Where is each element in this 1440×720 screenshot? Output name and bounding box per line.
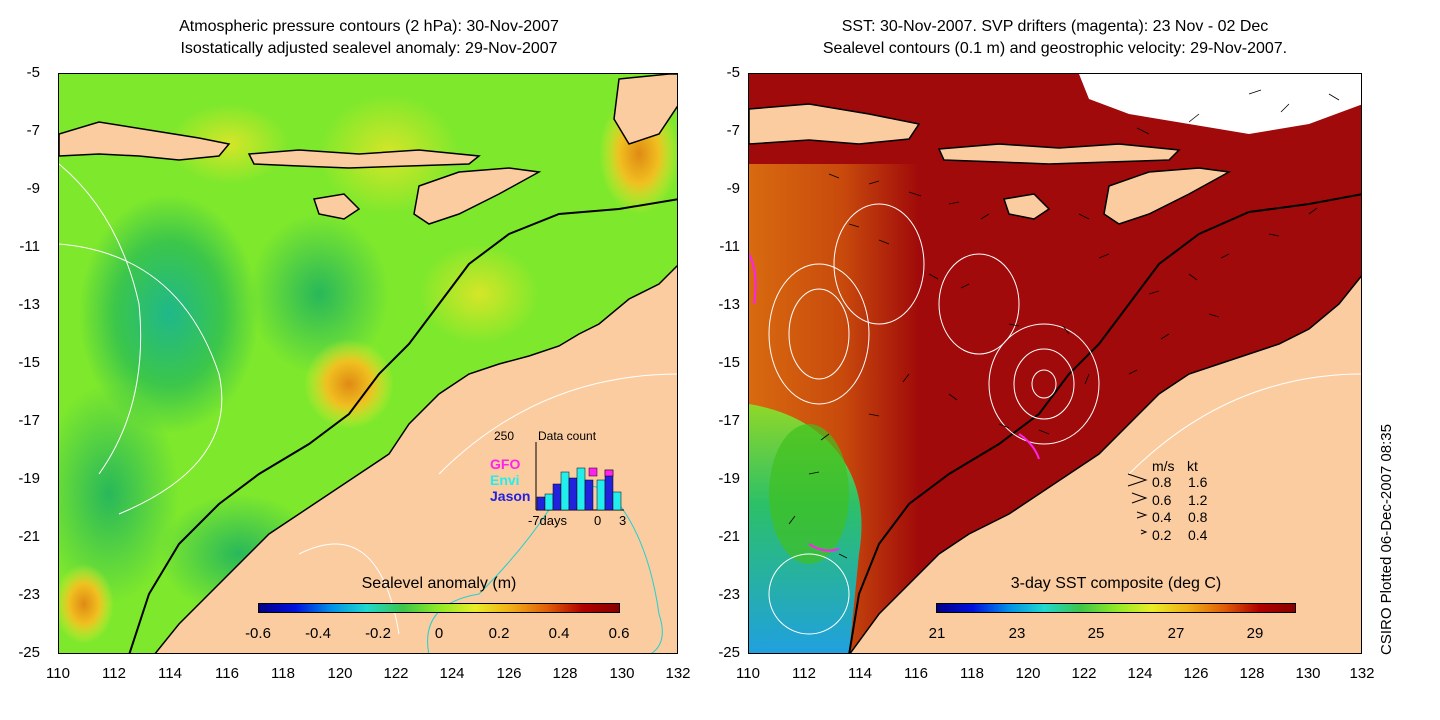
right-lon-tick: 124: [1127, 665, 1153, 682]
right-lon-tick: 112: [792, 665, 816, 682]
left-lat-tick: -11: [19, 238, 40, 255]
data-count-histogram: [535, 442, 624, 511]
data-count-title: Data count: [538, 429, 597, 443]
velocity-row-ms: 0.8: [1152, 474, 1172, 490]
right-lon-tick: 126: [1183, 665, 1209, 682]
left-cb-tick: 0.4: [548, 625, 570, 642]
left-lon-tick: 120: [327, 665, 353, 682]
left-lon-tick: 116: [215, 665, 239, 682]
left-lon-tick: 128: [552, 665, 578, 682]
left-lat-tick: -17: [18, 412, 40, 429]
right-lat-tick: -5: [726, 64, 740, 81]
plot-credit: CSIRO Plotted 06-Dec-2007 08:35: [1378, 424, 1395, 655]
left-colorbar-title: Sealevel anomaly (m): [361, 575, 517, 592]
left-lon-tick: 130: [609, 665, 635, 682]
data-count-max-label: 250: [494, 429, 515, 443]
right-lat-tick: -21: [718, 528, 740, 545]
velocity-row-ms: 0.2: [1152, 527, 1172, 543]
left-cb-tick: 0.2: [488, 625, 510, 642]
left-map[interactable]: [58, 73, 678, 654]
right-lon-tick: 132: [1349, 665, 1375, 682]
right-lat-tick: -25: [718, 644, 740, 661]
legend-gfo: GFO: [490, 456, 521, 472]
left-lon-tick: 112: [102, 665, 126, 682]
right-lon-tick: 122: [1071, 665, 1097, 682]
right-cb-tick: 29: [1246, 625, 1264, 642]
left-title-line1: Atmospheric pressure contours (2 hPa): 3…: [179, 18, 559, 35]
left-lat-tick: -23: [18, 586, 40, 603]
velocity-row-ms: 0.6: [1152, 492, 1172, 508]
velocity-row-kt: 0.8: [1188, 509, 1208, 525]
left-lon-tick: 126: [496, 665, 522, 682]
right-lat-tick: -13: [718, 296, 740, 313]
left-cb-tick: 0.6: [608, 625, 630, 642]
data-count-axis-end: 3: [619, 513, 627, 528]
right-cb-tick: 25: [1087, 625, 1105, 642]
left-cb-tick: -0.4: [305, 625, 331, 642]
left-lat-tick: -25: [18, 644, 40, 661]
velocity-legend-header-ms: m/s: [1152, 458, 1175, 474]
left-lat-tick: -7: [26, 122, 40, 139]
velocity-row-kt: 1.6: [1188, 474, 1208, 490]
right-lon-tick: 128: [1239, 665, 1265, 682]
left-title-line2: Isostatically adjusted sealevel anomaly:…: [180, 40, 558, 57]
left-cb-tick: -0.2: [365, 625, 391, 642]
data-count-axis-start: -7days: [528, 513, 568, 528]
right-lat-tick: -15: [718, 354, 740, 371]
right-map[interactable]: [748, 73, 1362, 654]
left-lon-tick: 122: [383, 665, 409, 682]
left-lon-tick: 124: [439, 665, 465, 682]
data-count-axis-zero: 0: [594, 513, 602, 528]
left-lat-tick: -13: [18, 296, 40, 313]
right-lon-tick: 114: [848, 665, 872, 682]
velocity-legend-arrows: [1127, 473, 1148, 535]
left-colorbar: [258, 603, 620, 613]
sst-map: [749, 74, 1361, 653]
legend-envi: Envi: [490, 472, 520, 488]
right-lat-tick: -11: [719, 238, 740, 255]
right-lat-tick: -7: [726, 122, 740, 139]
right-colorbar-title: 3-day SST composite (deg C): [1010, 575, 1222, 592]
left-cb-tick: 0: [434, 625, 444, 642]
right-lat-tick: -23: [718, 586, 740, 603]
left-cb-tick: -0.6: [245, 625, 271, 642]
right-lon-tick: 116: [904, 665, 928, 682]
right-lat-tick: -9: [726, 180, 740, 197]
velocity-legend-header-kt: kt: [1187, 458, 1198, 474]
left-lat-tick: -9: [26, 180, 40, 197]
left-lon-tick: 118: [271, 665, 295, 682]
right-lon-tick: 110: [736, 665, 760, 682]
right-lon-tick: 118: [960, 665, 984, 682]
right-lon-tick: 120: [1015, 665, 1041, 682]
left-lat-tick: -15: [18, 354, 40, 371]
left-lon-tick: 114: [158, 665, 182, 682]
right-lat-tick: -17: [718, 412, 740, 429]
left-lat-tick: -21: [18, 528, 40, 545]
velocity-row-kt: 1.2: [1188, 492, 1208, 508]
left-lon-tick: 132: [665, 665, 691, 682]
right-title-line1: SST: 30-Nov-2007. SVP drifters (magenta)…: [841, 18, 1269, 35]
right-colorbar: [936, 603, 1296, 613]
right-cb-tick: 23: [1008, 625, 1026, 642]
right-title-line2: Sealevel contours (0.1 m) and geostrophi…: [822, 40, 1288, 57]
left-lat-tick: -19: [18, 470, 40, 487]
right-lat-tick: -19: [718, 470, 740, 487]
legend-jason: Jason: [490, 488, 531, 504]
velocity-row-ms: 0.4: [1152, 509, 1172, 525]
sealevel-anomaly-map: [59, 74, 677, 653]
left-lon-tick: 110: [46, 665, 70, 682]
right-cb-tick: 27: [1167, 625, 1185, 642]
velocity-row-kt: 0.4: [1188, 527, 1208, 543]
left-lat-tick: -5: [26, 64, 40, 81]
right-cb-tick: 21: [928, 625, 946, 642]
right-lon-tick: 130: [1295, 665, 1321, 682]
